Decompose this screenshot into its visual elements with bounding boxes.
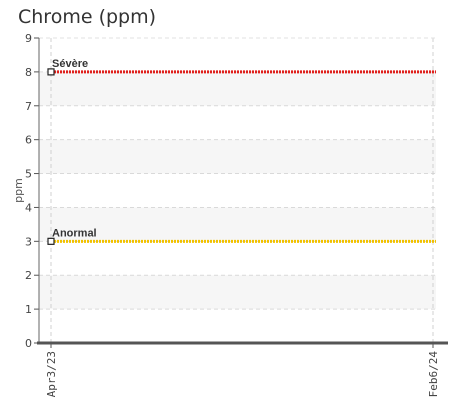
plot-bands <box>39 71 436 310</box>
axes <box>34 37 448 348</box>
y-tick-label: 4 <box>25 201 32 214</box>
y-tick-label: 3 <box>25 235 32 248</box>
chart-title: Chrome (ppm) <box>18 6 157 28</box>
y-axis-label: ppm <box>12 178 25 203</box>
y-tick-label: 7 <box>25 100 32 113</box>
series-marker <box>47 68 55 76</box>
plot-band <box>39 139 436 174</box>
y-tick-label: 2 <box>25 269 32 282</box>
x-tick-label: Apr3/23 <box>45 351 58 397</box>
plot-band <box>39 71 436 106</box>
y-tick-label: 9 <box>25 32 32 45</box>
series-marker <box>47 237 55 245</box>
x-tick-labels: Apr3/23 Feb6/24 <box>45 351 440 398</box>
series-label: Sévère <box>52 58 88 70</box>
y-tick-labels: 0 1 2 3 4 5 6 7 8 9 <box>25 32 32 350</box>
y-tick-label: 8 <box>25 66 32 79</box>
x-tick-label: Feb6/24 <box>427 351 440 398</box>
series-lines: Sévère Anormal <box>47 58 436 245</box>
plot-band <box>39 275 436 310</box>
plot-band <box>39 207 436 242</box>
y-tick-label: 5 <box>25 168 32 181</box>
y-tick-label: 6 <box>25 134 32 147</box>
y-tick-label: 0 <box>25 337 32 350</box>
y-tick-label: 1 <box>25 303 32 316</box>
series-label: Anormal <box>52 227 97 239</box>
